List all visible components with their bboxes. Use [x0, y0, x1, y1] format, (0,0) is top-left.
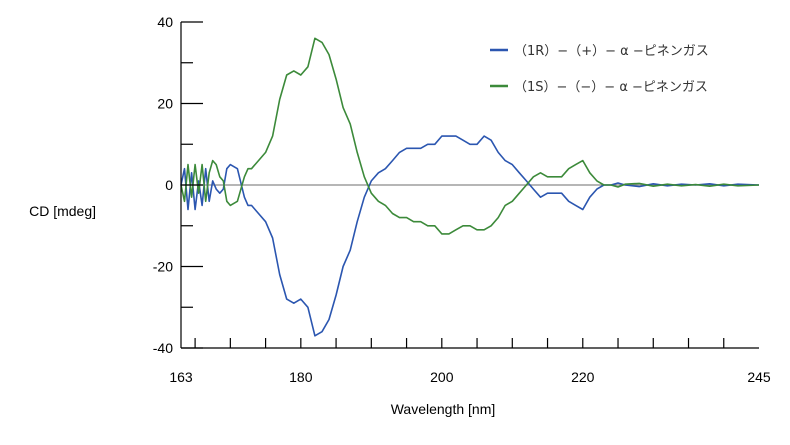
series-line-2	[180, 37, 760, 235]
y-tick-label: -40	[153, 340, 173, 356]
x-tick-label: 163	[169, 369, 193, 385]
series-line-1	[180, 135, 760, 337]
y-tick-label: 20	[157, 96, 173, 112]
legend-label-2: （1S）−（−）− α −ピネンガス	[514, 80, 708, 95]
legend-label-1: （1R）−（+）− α −ピネンガス	[514, 44, 709, 59]
x-tick-label: 200	[430, 369, 454, 385]
series-layer	[180, 37, 760, 337]
x-axis-title: Wavelength [nm]	[391, 401, 496, 417]
x-tick-label: 220	[571, 369, 595, 385]
x-tick-label: 180	[289, 369, 313, 385]
y-axis-title: CD [mdeg]	[29, 203, 96, 219]
y-tick-label: 40	[157, 14, 173, 30]
y-tick-label: -20	[153, 259, 173, 275]
x-tick-label: 245	[747, 369, 771, 385]
y-tick-label: 0	[165, 177, 173, 193]
legend: （1R）−（+）− α −ピネンガス （1S）−（−）− α −ピネンガス	[490, 44, 709, 95]
